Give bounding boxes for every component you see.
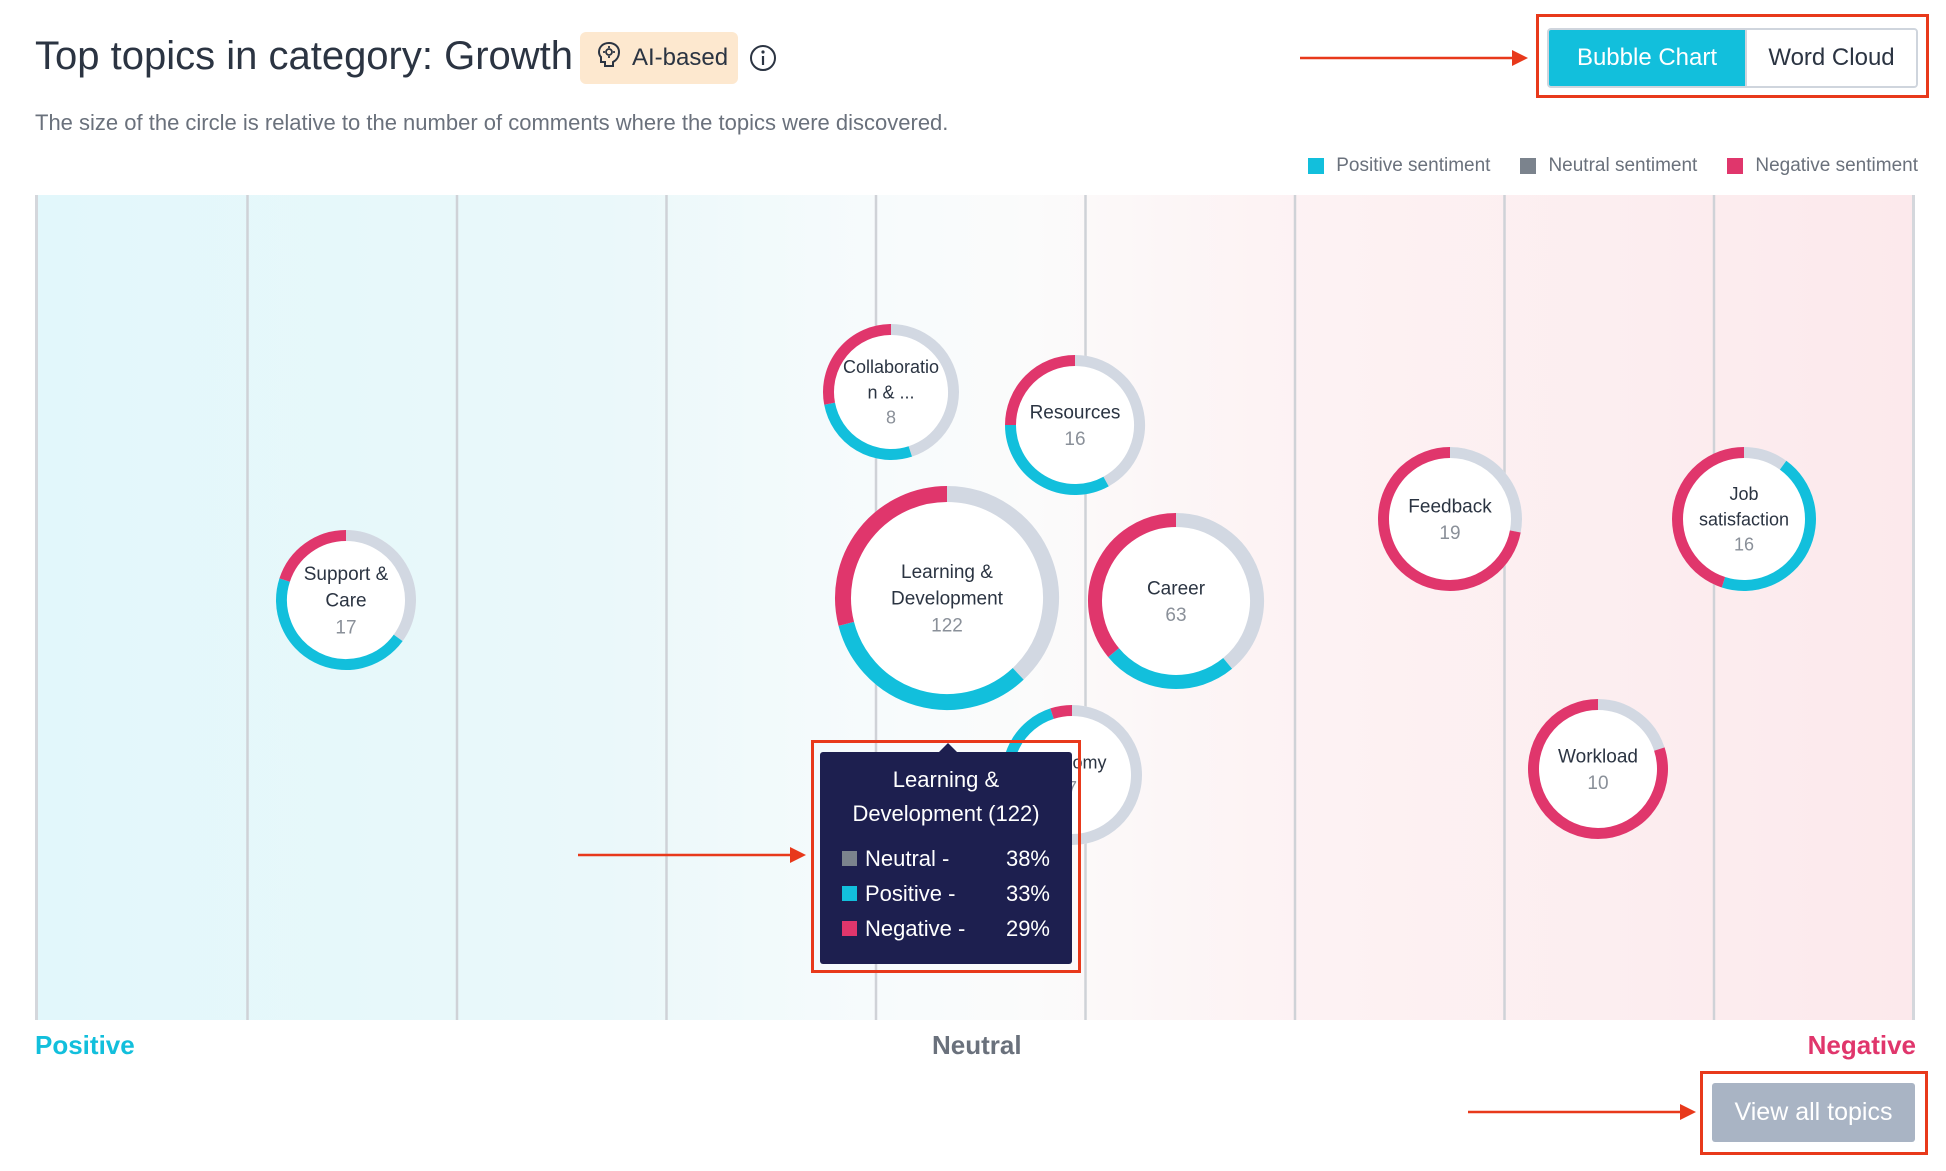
- bubble-count: 16: [1734, 535, 1754, 555]
- tooltip-label-negative: Negative -: [865, 916, 966, 941]
- bubble-label: Learning &: [901, 562, 993, 583]
- bubble-fill: [1088, 513, 1264, 689]
- tooltip-swatch-negative: [842, 921, 857, 936]
- bubble-label: Development: [891, 589, 1004, 610]
- bubble-chart-button[interactable]: Bubble Chart: [1549, 30, 1745, 86]
- bubble-arc-neutral: [1449, 447, 1522, 533]
- bubble-count: 19: [1439, 523, 1460, 544]
- tooltip-value-negative: 29%: [1005, 916, 1050, 941]
- tooltip-value-neutral: 38%: [1005, 846, 1050, 871]
- bubble-label: n & ...: [867, 382, 914, 402]
- bubble-arc-negative: [1050, 705, 1073, 719]
- bubble-arc-neutral: [946, 486, 1059, 680]
- bubble-arc-negative: [835, 486, 948, 626]
- annotation-arrow-toggle: [1300, 50, 1528, 66]
- bubble-arc-negative: [279, 530, 347, 582]
- legend-swatch-neutral: [1520, 158, 1537, 174]
- tooltip-label-positive: Positive -: [865, 881, 956, 906]
- word-cloud-button[interactable]: Word Cloud: [1745, 30, 1916, 86]
- bubble-count: 17: [335, 617, 356, 638]
- bubble-count: 63: [1165, 605, 1186, 626]
- legend-label-neutral: Neutral sentiment: [1548, 155, 1698, 176]
- axis-label-positive: Positive: [35, 1030, 135, 1060]
- annotation-arrow-view-all: [1468, 1104, 1696, 1120]
- bubble-fill: [1005, 355, 1145, 495]
- bubble-arc-negative: [1088, 513, 1177, 658]
- bubble-arc-neutral: [1074, 355, 1145, 487]
- bubble-label: satisfaction: [1699, 509, 1789, 529]
- tooltip-caret: [938, 743, 958, 753]
- bubble-arc-negative: [1378, 447, 1521, 591]
- bubble-label: Collaboratio: [843, 357, 939, 377]
- legend-negative: Negative sentiment: [1727, 155, 1918, 177]
- bubble-arc-neutral: [1175, 513, 1264, 669]
- bubble-arc-positive: [1721, 460, 1816, 591]
- bubble-count: 10: [1587, 773, 1608, 794]
- tooltip-value-positive: 33%: [1005, 881, 1050, 906]
- bubble-fill: [835, 486, 1059, 710]
- bubble-label: Resources: [1030, 402, 1121, 423]
- ai-brain-icon: [594, 40, 624, 77]
- legend-label-negative: Negative sentiment: [1755, 155, 1918, 176]
- view-toggle: Bubble Chart Word Cloud: [1547, 28, 1918, 88]
- bubble-arc-positive: [838, 621, 1024, 710]
- legend-swatch-positive: [1308, 158, 1325, 174]
- ai-badge-label: AI-based: [632, 44, 729, 71]
- tooltip-title: Learning & Development (122): [852, 767, 1040, 826]
- bubble-arc-neutral: [1743, 447, 1787, 470]
- bubble-arc-neutral: [345, 530, 416, 642]
- tooltip-row-neutral: Neutral - 38%: [842, 841, 1050, 876]
- bubble-label: Career: [1147, 578, 1206, 599]
- bubble-fill: [276, 530, 416, 670]
- bubble-label: Job: [1729, 484, 1758, 504]
- bubble-arc-positive: [1005, 424, 1109, 495]
- tooltip-swatch-positive: [842, 886, 857, 901]
- bubble-fill: [1672, 447, 1816, 591]
- chart-description: The size of the circle is relative to th…: [35, 110, 949, 135]
- bubble-label: Workload: [1558, 746, 1638, 767]
- bubble-count: 7: [1067, 778, 1077, 798]
- view-all-topics-button[interactable]: View all topics: [1712, 1083, 1915, 1142]
- bubble-label: Care: [325, 591, 366, 612]
- legend-swatch-negative: [1727, 158, 1744, 174]
- tooltip-row-negative: Negative - 29%: [842, 911, 1050, 946]
- bubble-arc-positive: [1108, 648, 1233, 689]
- axis-label-neutral: Neutral: [932, 1030, 1022, 1060]
- sentiment-legend: Positive sentiment Neutral sentiment Neg…: [1308, 155, 1918, 177]
- bubble-arc-negative: [1672, 447, 1745, 588]
- bubble-count: 16: [1064, 429, 1085, 450]
- tooltip-row-positive: Positive - 33%: [842, 876, 1050, 911]
- bubble-arc-negative: [1528, 699, 1668, 839]
- bubble-arc-positive: [276, 578, 403, 670]
- bubble-count: 8: [886, 408, 896, 428]
- bubble-fill: [1378, 447, 1522, 591]
- bubble-tooltip: Learning & Development (122) Neutral - 3…: [820, 752, 1072, 964]
- legend-label-positive: Positive sentiment: [1336, 155, 1491, 176]
- info-icon[interactable]: [748, 43, 778, 73]
- bubble-arc-positive: [824, 402, 913, 460]
- bubble-arc-neutral: [890, 324, 959, 457]
- bubble-label: Support &: [304, 564, 389, 585]
- ai-based-badge: AI-based: [580, 32, 738, 84]
- bubble-fill: [823, 324, 959, 460]
- bubble-count: 122: [931, 615, 963, 636]
- legend-neutral: Neutral sentiment: [1520, 155, 1697, 177]
- bubble-arc-negative: [823, 324, 892, 405]
- legend-positive: Positive sentiment: [1308, 155, 1490, 177]
- bubble-label: Feedback: [1408, 496, 1492, 517]
- axis-label-negative: Negative: [1807, 1030, 1916, 1060]
- bubble-arc-negative: [1005, 355, 1076, 426]
- tooltip-label-neutral: Neutral -: [865, 846, 950, 871]
- bubble-fill: [1528, 699, 1668, 839]
- page-title: Top topics in category: Growth: [35, 34, 574, 78]
- bubble-arc-neutral: [1597, 699, 1665, 751]
- tooltip-swatch-neutral: [842, 851, 857, 866]
